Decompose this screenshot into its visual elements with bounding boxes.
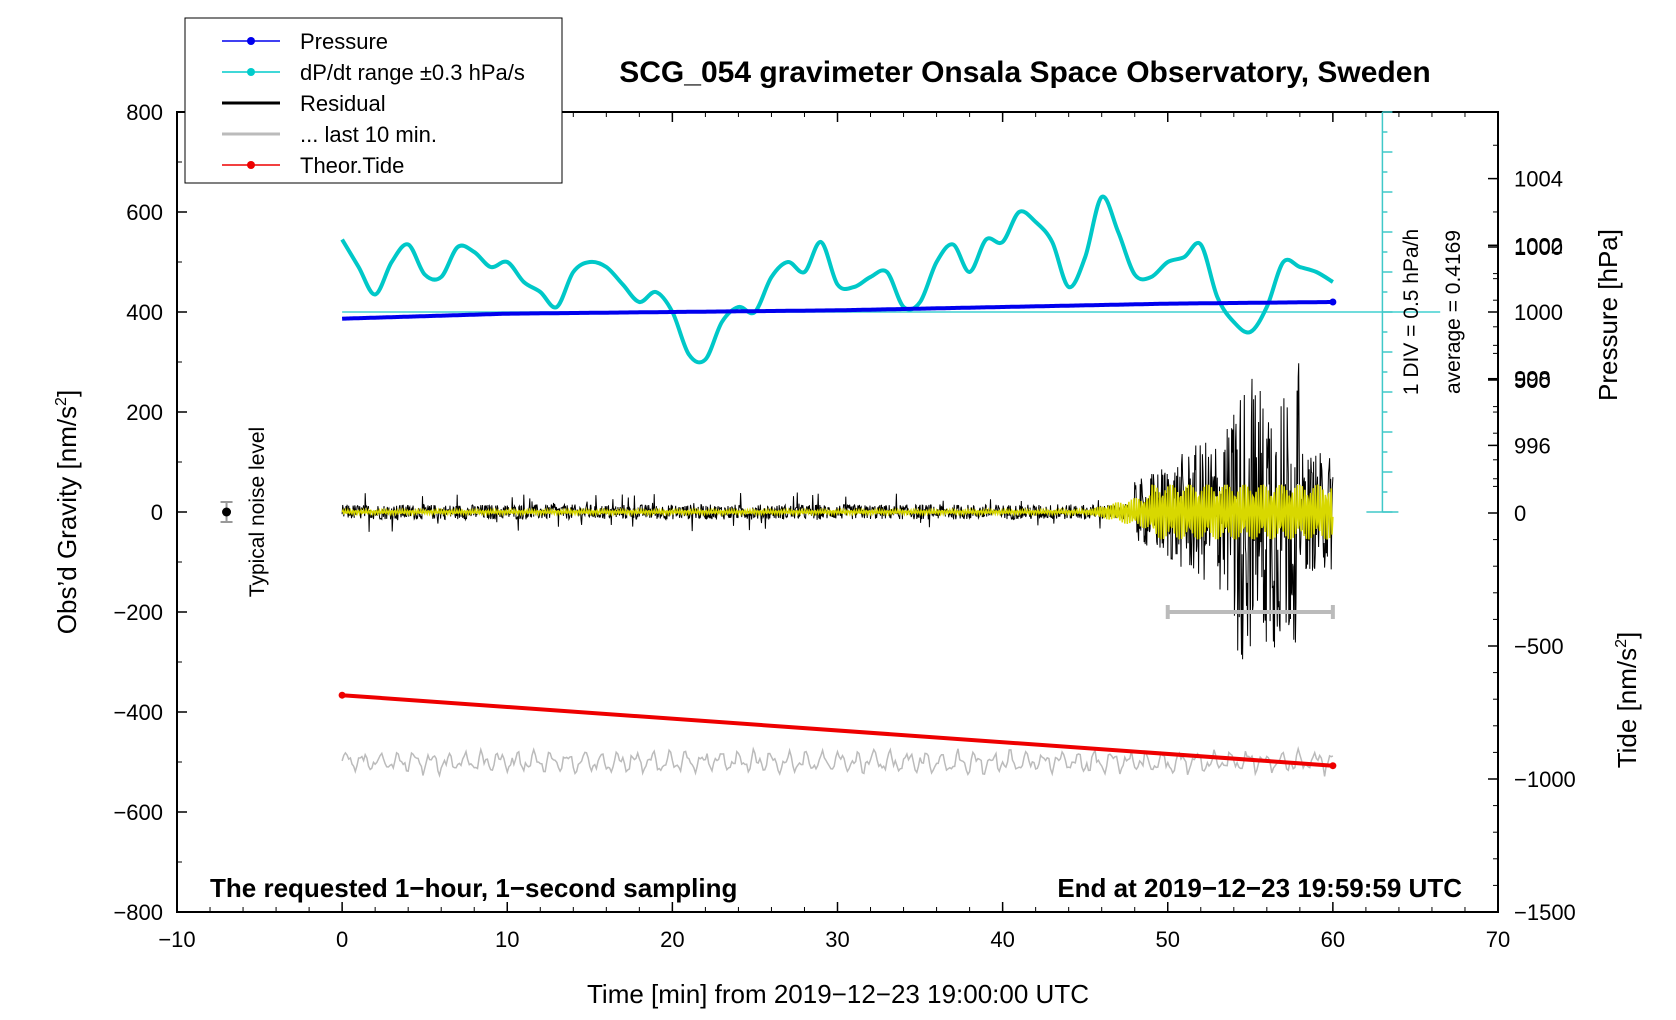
tide-label-sup: 2 bbox=[1613, 639, 1630, 648]
y-axis-tide-label: Tide [nm/s2] bbox=[1612, 632, 1642, 769]
y-left-label-main: Obs’d Gravity [nm/s bbox=[52, 406, 82, 634]
x-tick-label: 50 bbox=[1156, 927, 1180, 952]
pressure-label-text: Pressure [hPa] bbox=[1593, 229, 1623, 401]
legend-marker-0 bbox=[247, 37, 255, 45]
x-tick-label: 40 bbox=[990, 927, 1014, 952]
x-axis-label: Time [min] from 2019−12−23 19:00:00 UTC bbox=[587, 979, 1089, 1009]
tide-tick-label: −500 bbox=[1514, 634, 1564, 659]
average-label-text: average = 0.4169 bbox=[1442, 230, 1465, 394]
legend-label-4: Theor.Tide bbox=[300, 153, 404, 178]
series-dpdt bbox=[340, 194, 1334, 365]
x-tick-label: 30 bbox=[825, 927, 849, 952]
series-theoretical-tide bbox=[341, 693, 1334, 768]
y-tick-label: 600 bbox=[126, 200, 163, 225]
chart-title: SCG_054 gravimeter Onsala Space Observat… bbox=[619, 56, 1431, 89]
tide-tick-label: −1500 bbox=[1514, 900, 1576, 925]
tide-end-dot bbox=[1329, 762, 1337, 770]
legend-label-1: dP/dt range ±0.3 hPa/s bbox=[300, 60, 525, 85]
legend-label-0: Pressure bbox=[300, 29, 388, 54]
x-tick-label: 20 bbox=[660, 927, 684, 952]
pressure-tick-label: 1000 bbox=[1514, 300, 1563, 325]
average-label: average = 0.4169 bbox=[1442, 230, 1465, 394]
pressure-tick-label: 998 bbox=[1514, 367, 1551, 392]
x-tick-label: 60 bbox=[1321, 927, 1345, 952]
x-tick-label: −10 bbox=[158, 927, 195, 952]
noise-label-text: Typical noise level bbox=[246, 427, 269, 597]
noise-label: Typical noise level bbox=[246, 427, 269, 597]
svg-text:Obs’d Gravity [nm/s2]: Obs’d Gravity [nm/s2] bbox=[52, 390, 82, 634]
x-tick-label: 70 bbox=[1486, 927, 1510, 952]
series-pressure bbox=[341, 300, 1333, 321]
axes-layer: −10 0 10 20 30 40 50 60 70 −800 −600 −400 −200 0 200 40… bbox=[113, 100, 1575, 952]
series-grey-trace bbox=[341, 746, 1334, 778]
tide-tick-label: 1000 bbox=[1514, 235, 1563, 260]
y-tick-label: 0 bbox=[151, 500, 163, 525]
pressure-tick-label: 1004 bbox=[1514, 167, 1563, 192]
legend-marker-1 bbox=[247, 68, 255, 76]
noise-point bbox=[222, 507, 232, 517]
x-tick-label: 0 bbox=[336, 927, 348, 952]
pressure-end-dot bbox=[1329, 298, 1337, 306]
y-tick-label: −800 bbox=[113, 900, 163, 925]
x-tick-label: 10 bbox=[495, 927, 519, 952]
y-tick-label: 200 bbox=[126, 400, 163, 425]
y-left-label-end: ] bbox=[52, 390, 82, 397]
div-label: 1 DIV = 0.5 hPa/h bbox=[1400, 229, 1423, 395]
tide-tick-label: 500 bbox=[1514, 368, 1551, 393]
data-layer bbox=[220, 111, 1441, 778]
y-axis-left-label: Obs’d Gravity [nm/s2] bbox=[52, 390, 82, 634]
legend-label-2: Residual bbox=[300, 91, 386, 116]
svg-text:Tide [nm/s2]: Tide [nm/s2] bbox=[1612, 632, 1642, 769]
tide-label-main: Tide [nm/s bbox=[1612, 648, 1642, 768]
pressure-tick-label: 1002 bbox=[1514, 233, 1563, 258]
bottom-left-note: The requested 1−hour, 1−second sampling bbox=[210, 873, 737, 903]
bottom-right-note: End at 2019−12−23 19:59:59 UTC bbox=[1057, 873, 1462, 903]
pressure-tick-label: 996 bbox=[1514, 433, 1551, 458]
tide-start-dot bbox=[338, 691, 346, 699]
y-tick-label: 400 bbox=[126, 300, 163, 325]
y-left-label-sup: 2 bbox=[53, 397, 70, 406]
y-tick-label: −200 bbox=[113, 600, 163, 625]
series-residual-lowpass bbox=[341, 484, 1334, 540]
y-axis-pressure-label: Pressure [hPa] bbox=[1593, 229, 1623, 401]
y-tick-label: −600 bbox=[113, 800, 163, 825]
legend-marker-4 bbox=[247, 161, 255, 169]
y-tick-label: 800 bbox=[126, 100, 163, 125]
tide-label-end: ] bbox=[1612, 632, 1642, 639]
tide-tick-label: −1000 bbox=[1514, 767, 1576, 792]
legend-box bbox=[184, 17, 563, 184]
legend-label-3: ... last 10 min. bbox=[300, 122, 437, 147]
legend: Pressure dP/dt range ±0.3 hPa/s Residual..… bbox=[184, 17, 563, 184]
div-label-text: 1 DIV = 0.5 hPa/h bbox=[1400, 229, 1423, 395]
tide-tick-label: 0 bbox=[1514, 501, 1526, 526]
y-tick-label: −400 bbox=[113, 700, 163, 725]
